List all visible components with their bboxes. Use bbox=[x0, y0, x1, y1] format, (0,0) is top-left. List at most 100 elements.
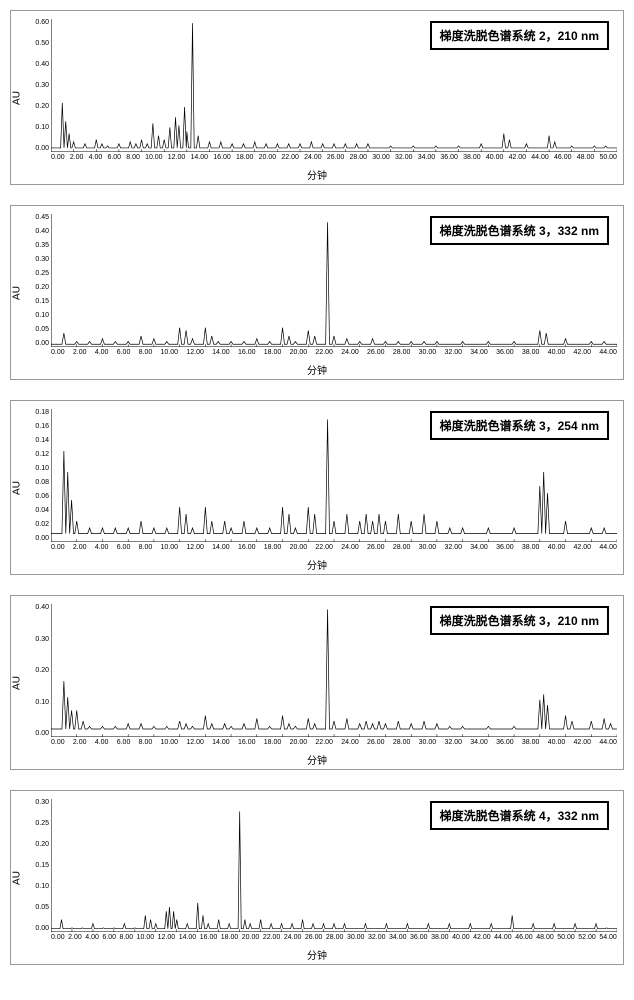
x-tick: 24.00 bbox=[341, 349, 359, 363]
x-tick: 38.00 bbox=[522, 544, 540, 558]
y-ticks: 0.000.100.200.300.40 bbox=[23, 604, 49, 737]
x-tick: 26.00 bbox=[367, 544, 385, 558]
x-tick: 34.00 bbox=[470, 349, 488, 363]
x-tick: 24.00 bbox=[284, 934, 302, 948]
y-tick: 0.10 bbox=[23, 124, 49, 131]
y-tick: 0.15 bbox=[23, 862, 49, 869]
x-tick: 10.00 bbox=[161, 349, 179, 363]
x-tick: 22.00 bbox=[263, 934, 281, 948]
x-tick: 34.00 bbox=[470, 544, 488, 558]
x-tick: 34.00 bbox=[470, 739, 488, 753]
x-axis-label: 分钟 bbox=[307, 362, 327, 377]
x-tick: 44.00 bbox=[599, 739, 617, 753]
chromatogram-panel-4: AU分钟0.000.050.100.150.200.250.300.002.00… bbox=[10, 790, 624, 965]
x-tick: 14.00 bbox=[212, 544, 230, 558]
y-ticks: 0.000.100.200.300.400.500.60 bbox=[23, 19, 49, 152]
x-tick: 44.00 bbox=[599, 349, 617, 363]
y-tick: 0.30 bbox=[23, 799, 49, 806]
y-tick: 0.10 bbox=[23, 465, 49, 472]
x-tick: 36.00 bbox=[496, 739, 514, 753]
y-tick: 0.40 bbox=[23, 228, 49, 235]
y-tick: 0.10 bbox=[23, 699, 49, 706]
x-tick: 6.00 bbox=[117, 544, 131, 558]
x-tick: 40.00 bbox=[486, 154, 504, 168]
y-axis-label: AU bbox=[11, 481, 22, 495]
x-tick: 2.00 bbox=[73, 739, 87, 753]
y-tick: 0.30 bbox=[23, 82, 49, 89]
x-tick: 30.00 bbox=[347, 934, 365, 948]
x-tick: 8.00 bbox=[139, 349, 153, 363]
x-tick: 2.00 bbox=[73, 349, 87, 363]
chromatogram-panel-3: AU分钟0.000.100.200.300.400.002.004.006.00… bbox=[10, 595, 624, 770]
x-tick: 30.00 bbox=[419, 739, 437, 753]
x-tick: 20.00 bbox=[242, 934, 260, 948]
x-ticks: 0.002.004.006.008.0010.0012.0014.0016.00… bbox=[51, 349, 617, 363]
x-tick: 14.00 bbox=[179, 934, 197, 948]
y-ticks: 0.000.020.040.060.080.100.120.140.160.18 bbox=[23, 409, 49, 542]
x-ticks: 0.002.004.006.008.0010.0012.0014.0016.00… bbox=[51, 154, 617, 168]
y-tick: 0.00 bbox=[23, 340, 49, 347]
x-tick: 24.00 bbox=[341, 544, 359, 558]
x-tick: 12.00 bbox=[186, 349, 204, 363]
x-tick: 28.00 bbox=[393, 544, 411, 558]
x-tick: 16.00 bbox=[238, 544, 256, 558]
x-tick: 24.00 bbox=[341, 739, 359, 753]
x-tick: 32.00 bbox=[444, 544, 462, 558]
x-tick: 16.00 bbox=[238, 739, 256, 753]
x-tick: 44.00 bbox=[531, 154, 549, 168]
legend-box: 梯度洗脱色谱系统 2，210 nm bbox=[430, 21, 609, 50]
x-tick: 22.00 bbox=[281, 154, 299, 168]
x-tick: 36.00 bbox=[496, 349, 514, 363]
y-tick: 0.60 bbox=[23, 19, 49, 26]
y-tick: 0.05 bbox=[23, 326, 49, 333]
x-tick: 8.00 bbox=[139, 544, 153, 558]
x-tick: 24.00 bbox=[304, 154, 322, 168]
x-tick: 0.00 bbox=[51, 349, 65, 363]
x-tick: 32.00 bbox=[444, 349, 462, 363]
x-tick: 42.00 bbox=[574, 349, 592, 363]
legend-box: 梯度洗脱色谱系统 4，332 nm bbox=[430, 801, 609, 830]
chromatogram-panel-0: AU分钟0.000.100.200.300.400.500.600.002.00… bbox=[10, 10, 624, 185]
x-tick: 40.00 bbox=[452, 934, 470, 948]
x-tick: 20.00 bbox=[290, 349, 308, 363]
x-tick: 42.00 bbox=[509, 154, 527, 168]
x-tick: 32.00 bbox=[444, 739, 462, 753]
x-tick: 54.00 bbox=[599, 934, 617, 948]
x-tick: 12.00 bbox=[168, 154, 186, 168]
x-tick: 8.00 bbox=[139, 739, 153, 753]
x-tick: 50.00 bbox=[599, 154, 617, 168]
x-tick: 6.00 bbox=[107, 154, 121, 168]
y-tick: 0.16 bbox=[23, 423, 49, 430]
y-tick: 0.50 bbox=[23, 40, 49, 47]
y-tick: 0.10 bbox=[23, 312, 49, 319]
y-ticks: 0.000.050.100.150.200.250.30 bbox=[23, 799, 49, 932]
x-tick: 42.00 bbox=[574, 544, 592, 558]
y-axis-label: AU bbox=[11, 676, 22, 690]
x-tick: 12.00 bbox=[186, 544, 204, 558]
x-tick: 34.00 bbox=[418, 154, 436, 168]
x-tick: 12.00 bbox=[186, 739, 204, 753]
legend-box: 梯度洗脱色谱系统 3，210 nm bbox=[430, 606, 609, 635]
x-tick: 22.00 bbox=[315, 544, 333, 558]
y-tick: 0.25 bbox=[23, 270, 49, 277]
x-tick: 30.00 bbox=[372, 154, 390, 168]
x-ticks: 0.002.004.006.008.0010.0012.0014.0016.00… bbox=[51, 739, 617, 753]
x-ticks: 0.002.004.006.008.0010.0012.0014.0016.00… bbox=[51, 934, 617, 948]
x-tick: 8.00 bbox=[126, 154, 140, 168]
x-axis-label: 分钟 bbox=[307, 167, 327, 182]
y-tick: 0.15 bbox=[23, 298, 49, 305]
y-tick: 0.00 bbox=[23, 145, 49, 152]
x-tick: 18.00 bbox=[264, 544, 282, 558]
y-tick: 0.00 bbox=[23, 925, 49, 932]
y-tick: 0.18 bbox=[23, 409, 49, 416]
x-tick: 10.00 bbox=[137, 934, 155, 948]
y-axis-label: AU bbox=[11, 91, 22, 105]
y-tick: 0.02 bbox=[23, 521, 49, 528]
x-tick: 44.00 bbox=[494, 934, 512, 948]
x-tick: 16.00 bbox=[200, 934, 218, 948]
y-tick: 0.05 bbox=[23, 904, 49, 911]
x-tick: 40.00 bbox=[548, 739, 566, 753]
x-tick: 4.00 bbox=[95, 544, 109, 558]
x-tick: 26.00 bbox=[305, 934, 323, 948]
x-tick: 4.00 bbox=[95, 349, 109, 363]
